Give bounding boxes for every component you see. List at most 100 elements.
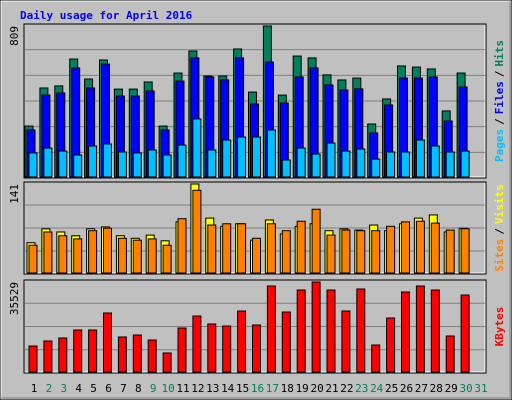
bar: [73, 154, 83, 178]
x-tick-label: 28: [430, 382, 443, 395]
legend-entry: Files: [493, 81, 506, 114]
x-tick-label: 19: [296, 382, 309, 395]
bar: [356, 230, 366, 274]
bar: [162, 352, 172, 373]
bar: [58, 150, 68, 178]
bar: [162, 154, 172, 178]
bar: [430, 289, 440, 373]
bar: [252, 324, 261, 373]
bar: [237, 310, 247, 373]
bar: [445, 151, 455, 178]
x-tick-label: 8: [135, 382, 142, 395]
bar: [103, 312, 112, 373]
bar: [356, 148, 366, 178]
bar: [103, 143, 112, 178]
bar: [326, 234, 336, 274]
x-tick-label: 30: [459, 382, 472, 395]
legend-entry: Pages: [493, 129, 506, 162]
bar: [371, 344, 381, 373]
bar: [132, 334, 142, 373]
bar: [147, 238, 157, 274]
bar: [117, 336, 127, 373]
bar: [222, 223, 232, 274]
x-tick-label: 13: [206, 382, 219, 395]
bar: [192, 315, 202, 373]
bar: [222, 139, 232, 178]
bar: [192, 118, 202, 178]
bar: [386, 151, 396, 178]
bar: [341, 229, 351, 274]
bar: [207, 149, 217, 178]
bar: [401, 151, 410, 178]
x-tick-label: 26: [400, 382, 413, 395]
x-tick-label: 9: [150, 382, 157, 395]
x-tick-label: 17: [266, 382, 279, 395]
x-tick-label: 21: [325, 382, 338, 395]
bar: [266, 285, 276, 373]
bar: [88, 230, 98, 274]
bar: [296, 289, 306, 373]
bar: [296, 147, 306, 178]
x-tick-label: 23: [355, 382, 368, 395]
chart-title: Daily usage for April 2016: [20, 9, 193, 22]
bar: [371, 158, 381, 178]
bar: [28, 345, 38, 373]
legend-separator: /: [493, 118, 506, 125]
bar: [28, 152, 38, 178]
bar: [371, 230, 381, 274]
bar: [28, 244, 38, 274]
bar: [386, 225, 396, 274]
bar: [207, 224, 217, 274]
x-tick-label: 3: [60, 382, 67, 395]
legend-separator: /: [493, 70, 506, 77]
bar: [237, 136, 247, 178]
bar: [430, 145, 440, 178]
bar: [266, 223, 276, 274]
bar: [103, 227, 112, 274]
bar: [386, 317, 396, 373]
bar: [147, 149, 157, 178]
bar: [311, 153, 321, 178]
x-tick-label: 11: [176, 382, 189, 395]
bar: [311, 208, 321, 274]
bar: [326, 142, 336, 178]
bar: [326, 289, 336, 373]
bar: [281, 311, 291, 373]
x-tick-label: 20: [310, 382, 323, 395]
bar: [58, 235, 68, 274]
bar: [207, 323, 217, 373]
bar: [401, 291, 410, 373]
bar: [162, 244, 172, 274]
y-tick-label: 809: [8, 26, 21, 46]
x-tick-label: 4: [75, 382, 82, 395]
legend-separator: /: [493, 228, 506, 235]
bar: [341, 150, 351, 178]
bar: [415, 285, 425, 373]
x-tick-label: 10: [161, 382, 174, 395]
y-tick-label: 141: [8, 184, 21, 204]
bar: [177, 218, 187, 274]
bar: [88, 329, 98, 373]
bar: [43, 340, 53, 373]
bar: [132, 152, 142, 178]
bar: [73, 329, 83, 373]
x-tick-label: 27: [415, 382, 428, 395]
x-tick-label: 6: [105, 382, 112, 395]
bar: [341, 310, 351, 373]
bar: [430, 222, 440, 274]
bar: [401, 221, 410, 274]
x-tick-label: 2: [46, 382, 53, 395]
x-tick-label: 14: [221, 382, 235, 395]
legend-entry: Hits: [493, 40, 506, 67]
y-tick-label: 35529: [8, 282, 21, 315]
x-tick-label: 25: [385, 382, 398, 395]
bar: [58, 337, 68, 373]
legend-entry: Visits: [493, 184, 506, 224]
bar: [445, 335, 455, 373]
bar: [177, 327, 187, 373]
bar: [43, 231, 53, 274]
x-tick-label: 7: [120, 382, 127, 395]
x-tick-label: 22: [340, 382, 353, 395]
